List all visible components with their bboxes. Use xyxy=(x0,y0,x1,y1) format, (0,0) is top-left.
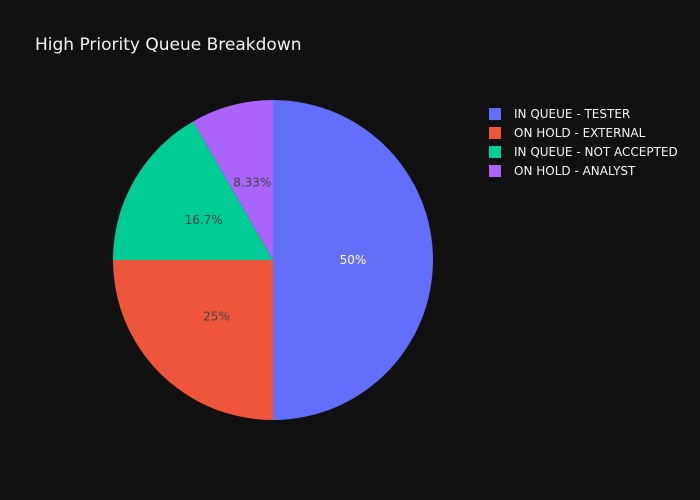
legend-item-in-queue-not-accepted[interactable]: IN QUEUE - NOT ACCEPTED xyxy=(489,145,678,159)
chart-title: High Priority Queue Breakdown xyxy=(35,35,302,55)
legend: IN QUEUE - TESTER ON HOLD - EXTERNAL IN QU… xyxy=(489,107,678,178)
legend-label: IN QUEUE - NOT ACCEPTED xyxy=(514,145,678,159)
legend-swatch xyxy=(489,127,501,139)
pie-slice-on-hold-analyst[interactable] xyxy=(193,100,273,260)
slice-percent-label-in-queue-tester: 50% xyxy=(340,253,367,267)
pie-slice-in-queue-not-accepted[interactable] xyxy=(113,121,273,260)
legend-item-on-hold-analyst[interactable]: ON HOLD - ANALYST xyxy=(489,164,636,178)
legend-swatch xyxy=(489,108,501,120)
slice-percent-label-on-hold-analyst: 8.33% xyxy=(233,176,271,190)
slice-percent-label-on-hold-external: 25% xyxy=(203,310,230,324)
legend-item-on-hold-external[interactable]: ON HOLD - EXTERNAL xyxy=(489,126,646,140)
legend-swatch xyxy=(489,146,501,158)
legend-swatch xyxy=(489,165,501,177)
pie-slice-on-hold-external[interactable] xyxy=(113,260,273,420)
legend-label: IN QUEUE - TESTER xyxy=(514,107,630,121)
pie-slice-labels: 50% 25% 16.7% 8.33% xyxy=(185,176,367,324)
pie-slices xyxy=(113,100,433,420)
slice-percent-label-in-queue-not-accepted: 16.7% xyxy=(185,213,223,227)
pie-slice-in-queue-tester[interactable] xyxy=(273,100,433,420)
legend-item-in-queue-tester[interactable]: IN QUEUE - TESTER xyxy=(489,107,630,121)
legend-label: ON HOLD - ANALYST xyxy=(514,164,636,178)
legend-label: ON HOLD - EXTERNAL xyxy=(514,126,646,140)
